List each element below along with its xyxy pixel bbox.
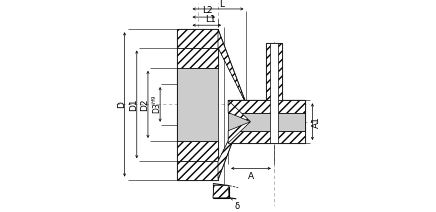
Polygon shape: [266, 43, 282, 100]
Text: A: A: [248, 172, 254, 181]
Polygon shape: [177, 29, 218, 47]
Polygon shape: [177, 141, 218, 161]
Text: D3$^{H9}$: D3$^{H9}$: [150, 95, 163, 114]
Text: L1: L1: [205, 15, 216, 24]
Text: D1: D1: [129, 98, 138, 111]
Polygon shape: [228, 113, 305, 131]
Polygon shape: [177, 68, 218, 141]
Polygon shape: [228, 131, 305, 143]
Polygon shape: [218, 104, 246, 180]
Text: L2: L2: [203, 7, 213, 15]
Polygon shape: [228, 122, 251, 143]
Polygon shape: [228, 100, 251, 122]
Polygon shape: [228, 100, 305, 113]
Text: D2: D2: [140, 98, 149, 111]
Polygon shape: [213, 186, 229, 198]
Polygon shape: [177, 47, 218, 68]
Polygon shape: [270, 43, 278, 143]
Text: δ: δ: [235, 202, 240, 211]
Text: D: D: [117, 101, 126, 108]
Polygon shape: [218, 29, 246, 104]
Text: A1: A1: [313, 116, 321, 128]
Polygon shape: [177, 161, 218, 180]
Text: L: L: [220, 0, 225, 9]
